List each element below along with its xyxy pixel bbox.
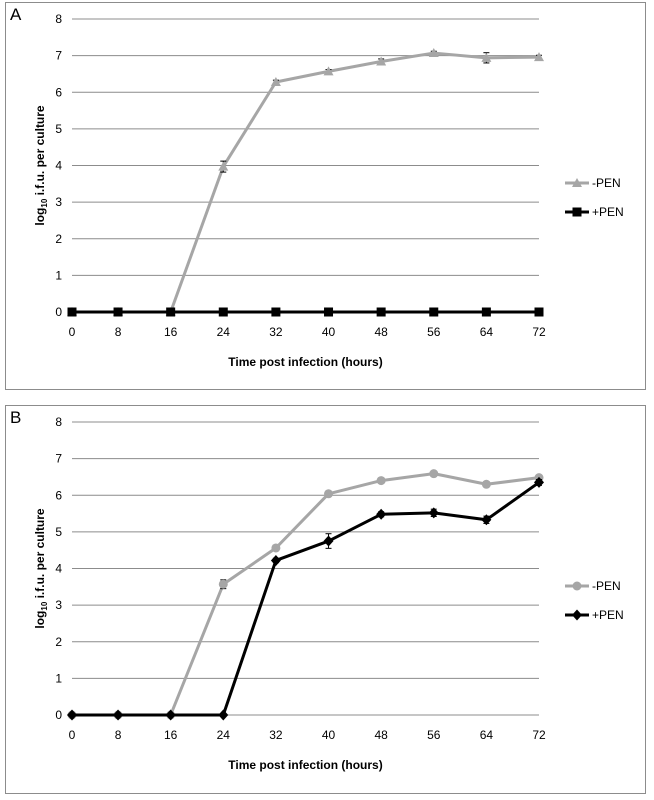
legend-marker	[572, 609, 582, 621]
y-tick-label: 3	[55, 195, 62, 209]
x-tick-label: 40	[322, 728, 336, 742]
data-point	[324, 489, 334, 499]
y-tick-label: 1	[55, 268, 62, 282]
data-point	[428, 507, 439, 519]
y-tick-label: 7	[55, 49, 62, 63]
data-point	[481, 52, 492, 62]
x-tick-label: 40	[322, 325, 336, 339]
x-tick-label: 16	[164, 325, 178, 339]
data-point	[218, 307, 228, 317]
legend-label: +PEN	[592, 608, 624, 622]
series-line	[72, 481, 540, 717]
series-0	[67, 469, 544, 720]
x-tick-label: 32	[269, 325, 283, 339]
data-point	[429, 307, 439, 317]
y-tick-label: 4	[55, 562, 62, 576]
chart-panel-a: A 0 1 2 3 4 5 6 7 8 0 8 16 24 32 40 48 56 64 72 Time post i…	[5, 2, 646, 390]
y-tick-label: 5	[55, 122, 62, 136]
chart-panel-b: B 0 1 2 3 4 5 6 7 8 0 8 16 24 32 40 48 56 64 72 Time post i…	[5, 405, 646, 794]
x-tick-label: 48	[374, 325, 388, 339]
x-tick-label: 24	[217, 325, 231, 339]
y-tick-label: 2	[55, 232, 62, 246]
data-point	[271, 307, 281, 317]
x-tick-label: 8	[115, 325, 122, 339]
y-tick-label: 8	[55, 12, 62, 26]
y-tick-label: 0	[55, 708, 62, 722]
x-tick-label: 64	[480, 728, 494, 742]
data-point	[534, 52, 544, 62]
data-point	[67, 307, 77, 317]
data-point	[534, 307, 544, 317]
legend-label: -PEN	[592, 176, 621, 190]
y-axis-title: log10 i.f.u. per culture	[33, 105, 49, 226]
panel-label-a: A	[10, 5, 22, 24]
data-point	[218, 161, 229, 171]
y-tick-label: 3	[55, 598, 62, 612]
y-tick-label: 1	[55, 671, 62, 685]
y-tick-label: 7	[55, 452, 62, 466]
data-point	[323, 535, 334, 547]
x-tick-label: 64	[480, 325, 494, 339]
data-point	[324, 307, 334, 317]
y-tick-label: 8	[55, 415, 62, 429]
x-tick-label: 48	[374, 728, 388, 742]
x-axis-title: Time post infection (hours)	[228, 355, 382, 369]
data-point	[113, 709, 124, 721]
data-point	[67, 709, 77, 721]
y-axis-title: log10 i.f.u. per culture	[33, 508, 49, 629]
data-point	[270, 554, 281, 566]
data-point	[376, 508, 387, 520]
panel-label-b: B	[10, 408, 22, 427]
legend-marker	[572, 207, 582, 217]
data-point	[481, 514, 492, 526]
data-point	[270, 76, 281, 86]
legend-marker	[572, 178, 582, 187]
data-point	[218, 579, 228, 589]
y-tick-label: 6	[55, 85, 62, 99]
series-1	[67, 476, 544, 721]
x-tick-label: 32	[269, 728, 283, 742]
y-tick-label: 5	[55, 525, 62, 539]
data-point	[429, 469, 439, 479]
y-tick-label: 0	[55, 305, 62, 319]
legend-label: +PEN	[592, 205, 624, 219]
data-point	[481, 479, 491, 489]
data-point	[113, 307, 123, 317]
x-tick-label: 8	[115, 728, 122, 742]
data-point	[534, 476, 544, 488]
x-tick-label: 72	[532, 728, 546, 742]
data-point	[376, 307, 386, 317]
data-point	[376, 56, 387, 66]
legend-marker	[572, 581, 582, 591]
data-point	[166, 307, 176, 317]
x-tick-label: 56	[427, 728, 441, 742]
x-tick-label: 72	[532, 325, 546, 339]
x-tick-label: 0	[69, 728, 76, 742]
data-point	[323, 66, 334, 76]
y-tick-label: 6	[55, 488, 62, 502]
x-tick-label: 56	[427, 325, 441, 339]
legend-label: -PEN	[592, 579, 621, 593]
x-tick-label: 0	[69, 325, 76, 339]
data-point	[218, 709, 229, 721]
x-tick-label: 24	[217, 728, 231, 742]
data-point	[428, 48, 439, 58]
y-tick-label: 2	[55, 635, 62, 649]
x-axis-title: Time post infection (hours)	[228, 758, 382, 772]
y-tick-label: 4	[55, 159, 62, 173]
x-tick-label: 16	[164, 728, 178, 742]
data-point	[271, 543, 281, 553]
data-point	[165, 709, 176, 721]
series-1	[67, 307, 544, 317]
data-point	[481, 307, 491, 317]
data-point	[376, 476, 386, 486]
